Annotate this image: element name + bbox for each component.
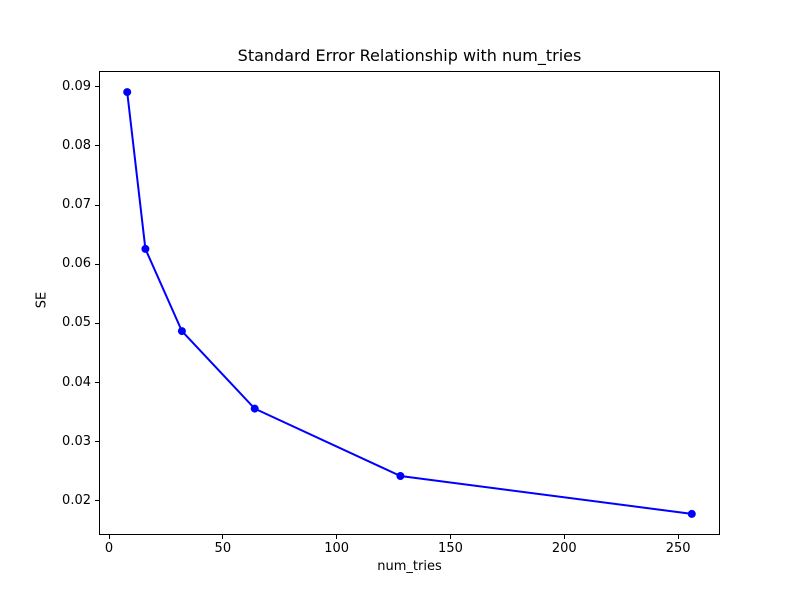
y-tick-mark xyxy=(95,86,99,88)
x-tick-mark xyxy=(222,535,224,539)
y-tick-label: 0.09 xyxy=(62,78,91,94)
chart-title: Standard Error Relationship with num_tri… xyxy=(237,46,582,65)
plot-area xyxy=(99,71,720,535)
y-tick-label: 0.08 xyxy=(62,137,91,153)
y-tick-label: 0.06 xyxy=(62,256,91,272)
x-tick-mark xyxy=(677,535,679,539)
y-tick-mark xyxy=(95,500,99,502)
x-tick-label: 0 xyxy=(104,541,114,556)
x-tick-mark xyxy=(563,535,565,539)
x-tick-mark xyxy=(449,535,451,539)
y-tick-mark xyxy=(95,441,99,443)
y-tick-mark xyxy=(95,145,99,147)
x-axis-label: num_tries xyxy=(377,559,442,574)
x-tick-label: 200 xyxy=(551,541,577,556)
x-tick-mark xyxy=(108,535,110,539)
y-tick-label: 0.04 xyxy=(62,374,91,390)
y-tick-mark xyxy=(95,204,99,206)
y-tick-mark xyxy=(95,382,99,384)
x-tick-label: 150 xyxy=(438,541,463,556)
x-tick-mark xyxy=(336,535,338,539)
y-tick-label: 0.02 xyxy=(62,492,91,508)
y-tick-mark xyxy=(95,322,99,324)
y-tick-mark xyxy=(95,263,99,265)
y-tick-label: 0.03 xyxy=(62,433,91,449)
y-tick-label: 0.07 xyxy=(62,197,91,213)
x-tick-label: 100 xyxy=(324,541,350,556)
x-tick-label: 250 xyxy=(665,541,691,556)
y-tick-label: 0.05 xyxy=(62,315,91,331)
x-tick-label: 50 xyxy=(214,541,232,556)
y-axis-label: SE xyxy=(34,291,50,309)
